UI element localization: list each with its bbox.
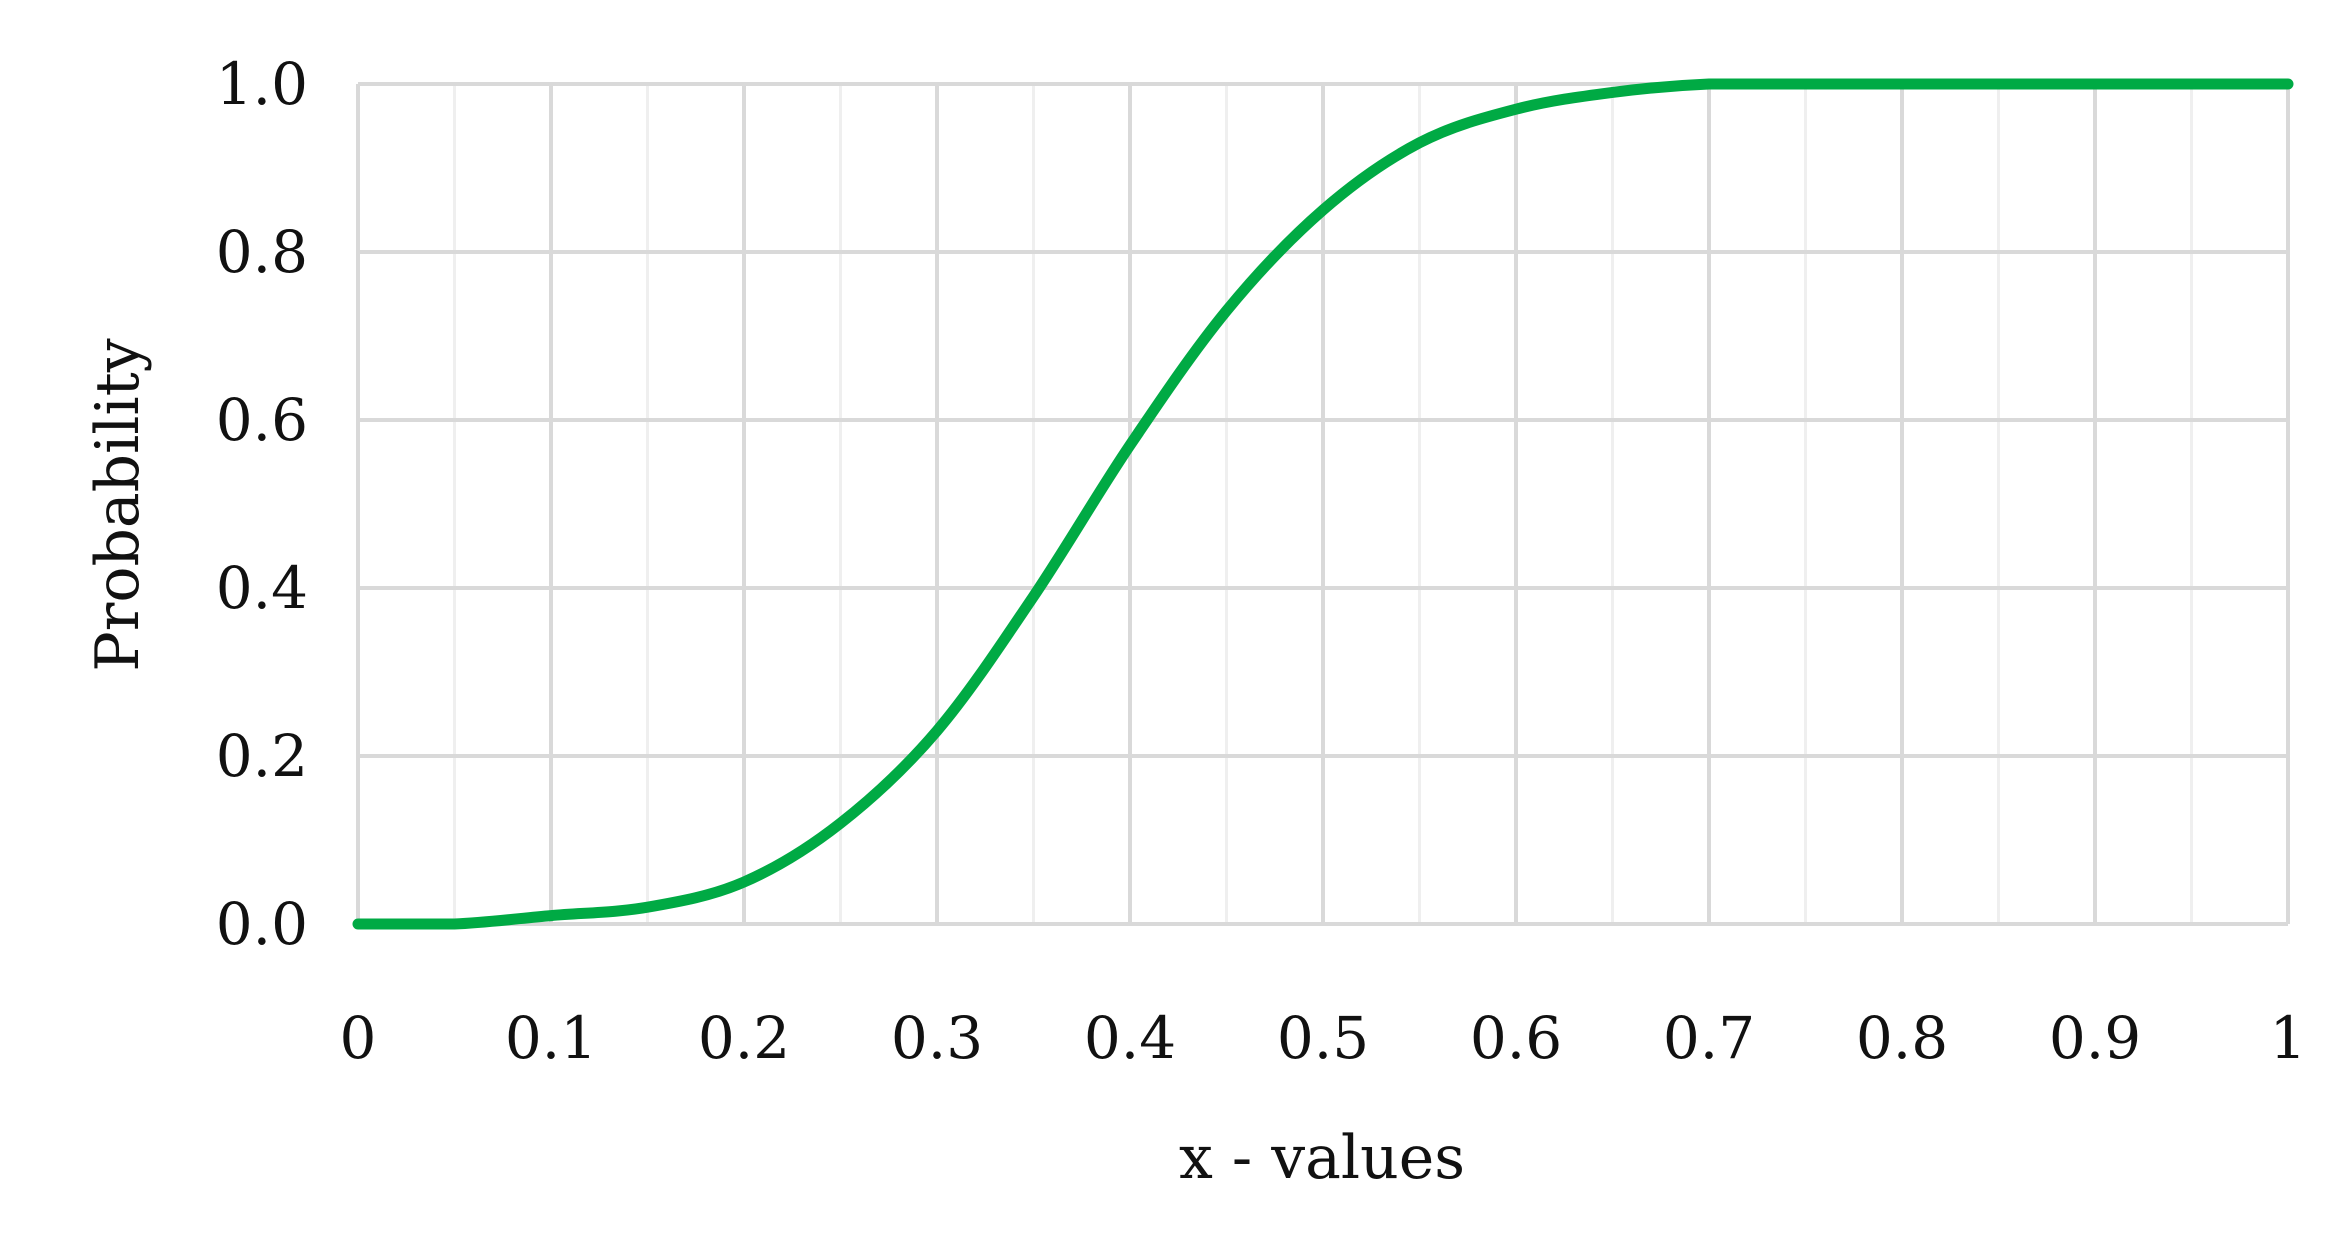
x-tick-label: 0.5: [1277, 1004, 1369, 1072]
x-tick-label: 0.2: [698, 1004, 790, 1072]
y-tick-labels: 0.0 0.2 0.4 0.6 0.8 1.0: [216, 50, 308, 958]
probability-curve: [352, 78, 2294, 930]
y-tick-label: 0.4: [216, 554, 308, 622]
y-tick-label: 0.8: [216, 218, 308, 286]
x-tick-label: 0.4: [1084, 1004, 1176, 1072]
y-axis-title: Probability: [83, 338, 153, 671]
x-tick-label: 0.3: [891, 1004, 983, 1072]
x-tick-label: 0: [340, 1004, 377, 1072]
series-layer: [352, 78, 2294, 930]
x-tick-label: 0.7: [1663, 1004, 1755, 1072]
x-tick-labels: 0 0.1 0.2 0.3 0.4 0.5 0.6 0.7 0.8 0.9 1: [340, 1004, 2307, 1072]
x-tick-label: 0.6: [1470, 1004, 1562, 1072]
x-axis-title: x - values: [1179, 1123, 1465, 1193]
y-tick-label: 0.6: [216, 386, 308, 454]
y-tick-label: 0.2: [216, 722, 308, 790]
gridlines: [356, 82, 2290, 926]
x-tick-label: 0.8: [1856, 1004, 1948, 1072]
y-tick-label: 1.0: [216, 50, 308, 118]
x-tick-label: 0.1: [505, 1004, 597, 1072]
x-tick-label: 1: [2270, 1004, 2307, 1072]
y-tick-label: 0.0: [216, 890, 308, 958]
x-tick-label: 0.9: [2049, 1004, 2141, 1072]
